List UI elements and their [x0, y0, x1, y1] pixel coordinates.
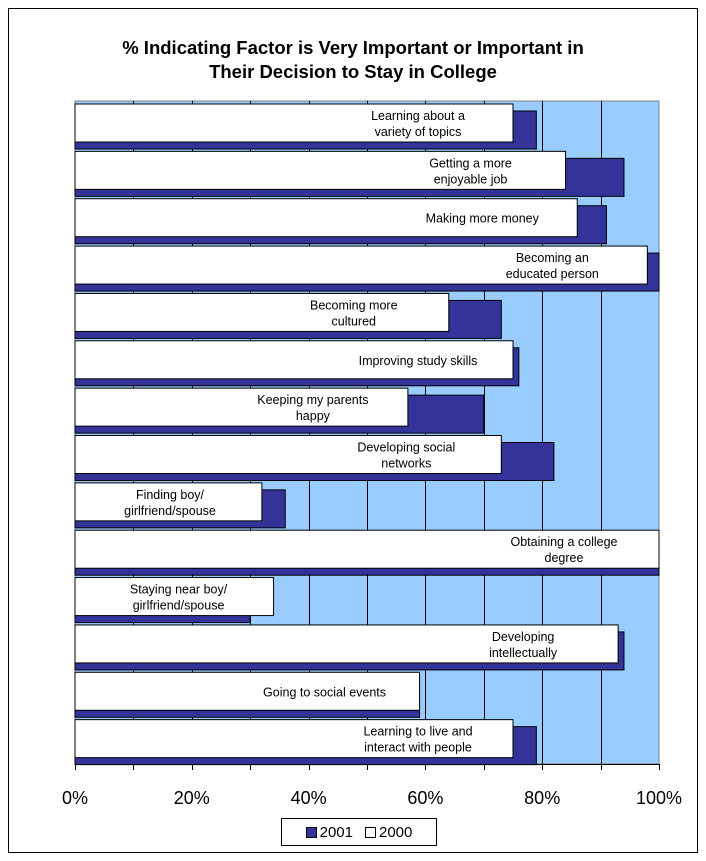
category-label: Learning about a: [371, 109, 465, 123]
category-label: Finding boy/: [136, 488, 205, 502]
category-label: interact with people: [364, 741, 472, 755]
category-label: Getting a more: [429, 156, 512, 170]
x-tick-label: 40%: [291, 788, 327, 808]
bar-2000: [74, 435, 502, 474]
category-label: Improving study skills: [359, 354, 478, 368]
bar-2000: [74, 198, 578, 238]
bar-2000: [74, 387, 409, 427]
legend-swatch-2000: [365, 826, 376, 838]
category-label: networks: [381, 457, 431, 471]
category-label: Learning to live and: [363, 725, 472, 739]
x-tick-label: 60%: [407, 788, 443, 808]
bar-2000: [74, 245, 648, 285]
category-label: Keeping my parents: [257, 393, 368, 407]
x-tick-label: 80%: [524, 788, 560, 808]
category-label: cultured: [332, 314, 377, 328]
legend-label-2000: 2000: [379, 823, 413, 841]
bar-2000: [74, 577, 275, 617]
bar-2000: [74, 150, 567, 190]
legend-swatch-2001: [305, 826, 317, 838]
legend: 2001 2000: [281, 818, 437, 846]
bar-2000: [74, 482, 263, 522]
category-label: girlfriend/spouse: [124, 504, 216, 518]
x-tick-label: 0%: [62, 788, 88, 808]
bar-2000: [74, 719, 514, 759]
category-label: Obtaining a college: [510, 535, 617, 549]
category-label: intellectually: [489, 646, 558, 660]
category-label: Staying near boy/: [130, 583, 228, 597]
bar-2000: [74, 529, 660, 569]
legend-item-2000: 2000: [365, 824, 412, 841]
bar-2000: [74, 103, 514, 143]
category-label: Developing: [492, 630, 555, 644]
legend-label-2001: 2001: [319, 823, 353, 841]
x-tick-label: 20%: [174, 788, 210, 808]
category-label: Going to social events: [263, 685, 386, 699]
bar-2000: [74, 292, 450, 332]
category-label: girlfriend/spouse: [133, 599, 225, 613]
chart-frame: [8, 8, 698, 853]
category-label: variety of topics: [375, 125, 462, 139]
category-label: enjoyable job: [434, 172, 508, 186]
category-label: happy: [296, 409, 331, 423]
legend-item-2001: 2001: [305, 823, 353, 841]
category-label: Developing social: [357, 441, 455, 455]
bar-2000: [74, 624, 619, 664]
chart-title-line-1: % Indicating Factor is Very Important or…: [122, 37, 584, 58]
category-label: Making more money: [426, 212, 540, 226]
category-label: degree: [545, 551, 584, 565]
chart-title: % Indicating Factor is Very Important or…: [0, 36, 706, 84]
x-tick-label: 100%: [636, 788, 682, 808]
category-label: Becoming more: [310, 298, 398, 312]
bar-2000: [74, 340, 514, 380]
category-label: educated person: [506, 267, 599, 281]
bar-2000: [74, 671, 421, 711]
chart-title-line-2: Their Decision to Stay in College: [209, 61, 497, 82]
category-label: Becoming an: [516, 251, 589, 265]
